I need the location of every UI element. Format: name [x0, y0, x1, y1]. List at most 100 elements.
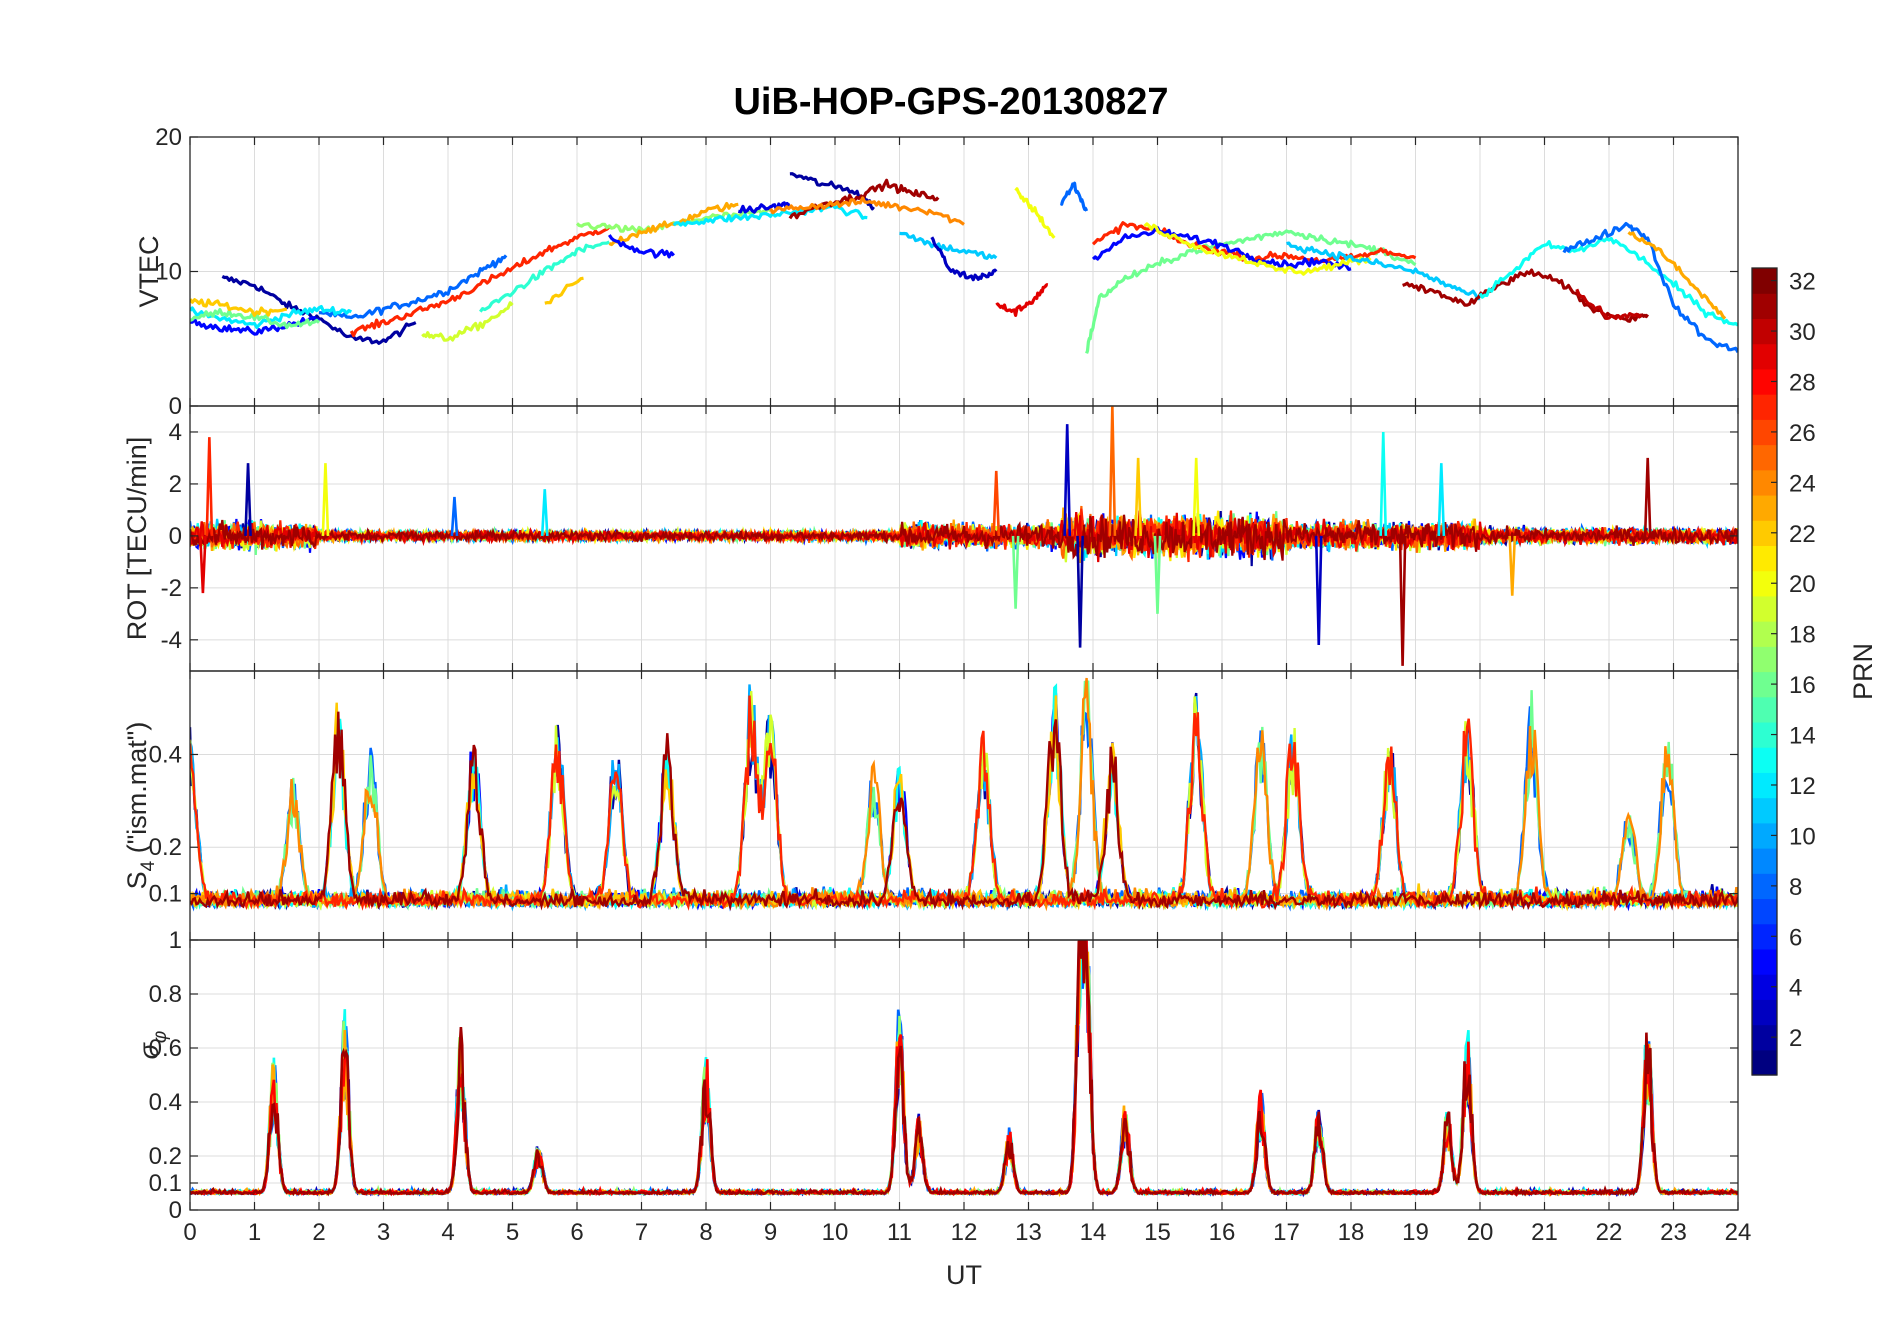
colorbar-tick-label: 10 [1789, 823, 1816, 850]
rot-spike [1108, 406, 1117, 536]
panel-2: -4 -2 0 2 4 ROT [TECU/min] [122, 405, 1739, 672]
x-tick-label: 15 [1144, 1219, 1171, 1246]
rot-spike [992, 470, 1001, 536]
y-tick-label: 0.2 [149, 834, 182, 861]
plot-area [190, 940, 1738, 1198]
x-tick-label: 10 [822, 1219, 849, 1246]
x-tick-label: 21 [1531, 1219, 1558, 1246]
y-tick-label: -4 [161, 627, 182, 654]
colorbar-label: PRN [1848, 643, 1878, 700]
y-axis-label: ROT [TECU/min] [122, 437, 152, 641]
rot-spike [540, 489, 549, 536]
x-tick-label: 17 [1273, 1219, 1300, 1246]
x-tick-label: 23 [1660, 1219, 1687, 1246]
y-tick-label: -2 [161, 575, 182, 602]
x-tick-label: 7 [635, 1219, 648, 1246]
vtec-series-prn-11 [899, 231, 998, 260]
x-tick-label: 11 [887, 1219, 912, 1246]
vtec-series-prn-12 [672, 203, 868, 227]
colorbar-swatch [1752, 1049, 1777, 1076]
vtec-series-prn-3 [930, 236, 998, 282]
vtec-series-prn-13 [1478, 236, 1738, 327]
colorbar-tick-label: 26 [1789, 420, 1816, 447]
plot-area [190, 406, 1738, 666]
colorbar-tick-label: 24 [1789, 470, 1816, 497]
colorbar-tick-label: 28 [1789, 369, 1816, 396]
panel-3: 0.1 0.2 0.4S4 ("ism.mat") [122, 670, 1739, 941]
vtec-series-prn-14 [479, 240, 611, 313]
figure-title: UiB-HOP-GPS-20130827 [733, 81, 1168, 123]
x-tick-label: 22 [1596, 1219, 1623, 1246]
y-tick-label: 0.4 [149, 741, 182, 768]
x-tick-label: 16 [1209, 1219, 1236, 1246]
y-axis-label: S4 ("ism.mat") [122, 722, 159, 890]
colorbar-tick-label: 18 [1789, 622, 1816, 649]
panel-1: 0 10 20 VTEC [134, 124, 1739, 420]
x-tick-label: 1 [248, 1219, 261, 1246]
vtec-series-prn-27 [349, 225, 611, 338]
vtec-series-prn-30 [1575, 288, 1643, 321]
y-tick-label: 10 [155, 259, 182, 286]
colorbar-tick-label: 22 [1789, 521, 1816, 548]
x-tick-label: 12 [951, 1219, 978, 1246]
colorbar-tick-label: 4 [1789, 975, 1802, 1002]
rot-spike [199, 535, 207, 594]
x-tick-label: 4 [441, 1219, 454, 1246]
vtec-series-prn-16 [190, 308, 321, 330]
vtec-series-prn-20 [1014, 187, 1056, 239]
vtec-series-prn-12 [190, 305, 353, 330]
plot-area [190, 677, 1738, 912]
y-tick-label: 0.1 [149, 1170, 182, 1197]
rot-spike [1153, 535, 1162, 614]
colorbar-tick-label: 32 [1789, 269, 1816, 296]
plot-area [190, 172, 1738, 354]
rot-spike [321, 463, 330, 536]
rot-series-prn-31 [190, 514, 1738, 561]
y-tick-label: 20 [155, 124, 182, 151]
rot-spike [244, 463, 252, 536]
rot-spike [450, 496, 459, 536]
x-tick-label: 5 [506, 1219, 519, 1246]
rot-spike [1437, 463, 1446, 536]
rot-spike [1011, 535, 1020, 609]
y-tick-label: 0.6 [149, 1035, 182, 1062]
x-tick-label: 14 [1080, 1219, 1107, 1246]
x-tick-label: 20 [1467, 1219, 1494, 1246]
vtec-series-prn-5 [1091, 226, 1352, 271]
vtec-series-prn-27 [1091, 221, 1417, 265]
rot-spike [1134, 457, 1143, 536]
vtec-series-prn-5 [607, 234, 675, 259]
y-axis-label: σφ [134, 1031, 171, 1060]
x-tick-label: 3 [377, 1219, 390, 1246]
colorbar-swatch [1752, 797, 1777, 824]
y-tick-label: 2 [169, 471, 182, 498]
rot-spike [1643, 457, 1652, 536]
y-tick-label: 0.2 [149, 1143, 182, 1170]
vtec-series-prn-8 [1562, 221, 1738, 354]
vtec-series-prn-29 [995, 283, 1049, 317]
colorbar-tick-label: 30 [1789, 319, 1816, 346]
colorbar-tick-label: 2 [1789, 1025, 1802, 1052]
y-tick-label: 0 [169, 393, 182, 420]
y-axis-label: VTEC [134, 235, 164, 307]
colorbar-tick-label: 20 [1789, 571, 1816, 598]
x-tick-label: 18 [1338, 1219, 1365, 1246]
rot-spike [1192, 457, 1201, 536]
colorbar-swatch [1752, 545, 1777, 572]
colorbar-swatch [1752, 696, 1777, 723]
colorbar-frame [1751, 267, 1778, 1076]
colorbar-tick-label: 8 [1789, 874, 1802, 901]
x-tick-label: 8 [699, 1219, 712, 1246]
colorbar-tick-label: 6 [1789, 924, 1802, 951]
vtec-series-prn-11 [1286, 241, 1481, 301]
vtec-series-prn-22 [544, 276, 584, 305]
y-tick-label: 4 [169, 419, 182, 446]
y-tick-label: 0 [169, 1197, 182, 1224]
y-tick-label: 0.4 [149, 1089, 182, 1116]
colorbar-swatch [1752, 898, 1777, 925]
rot-spike [1063, 424, 1072, 536]
colorbar-swatch [1752, 999, 1777, 1026]
